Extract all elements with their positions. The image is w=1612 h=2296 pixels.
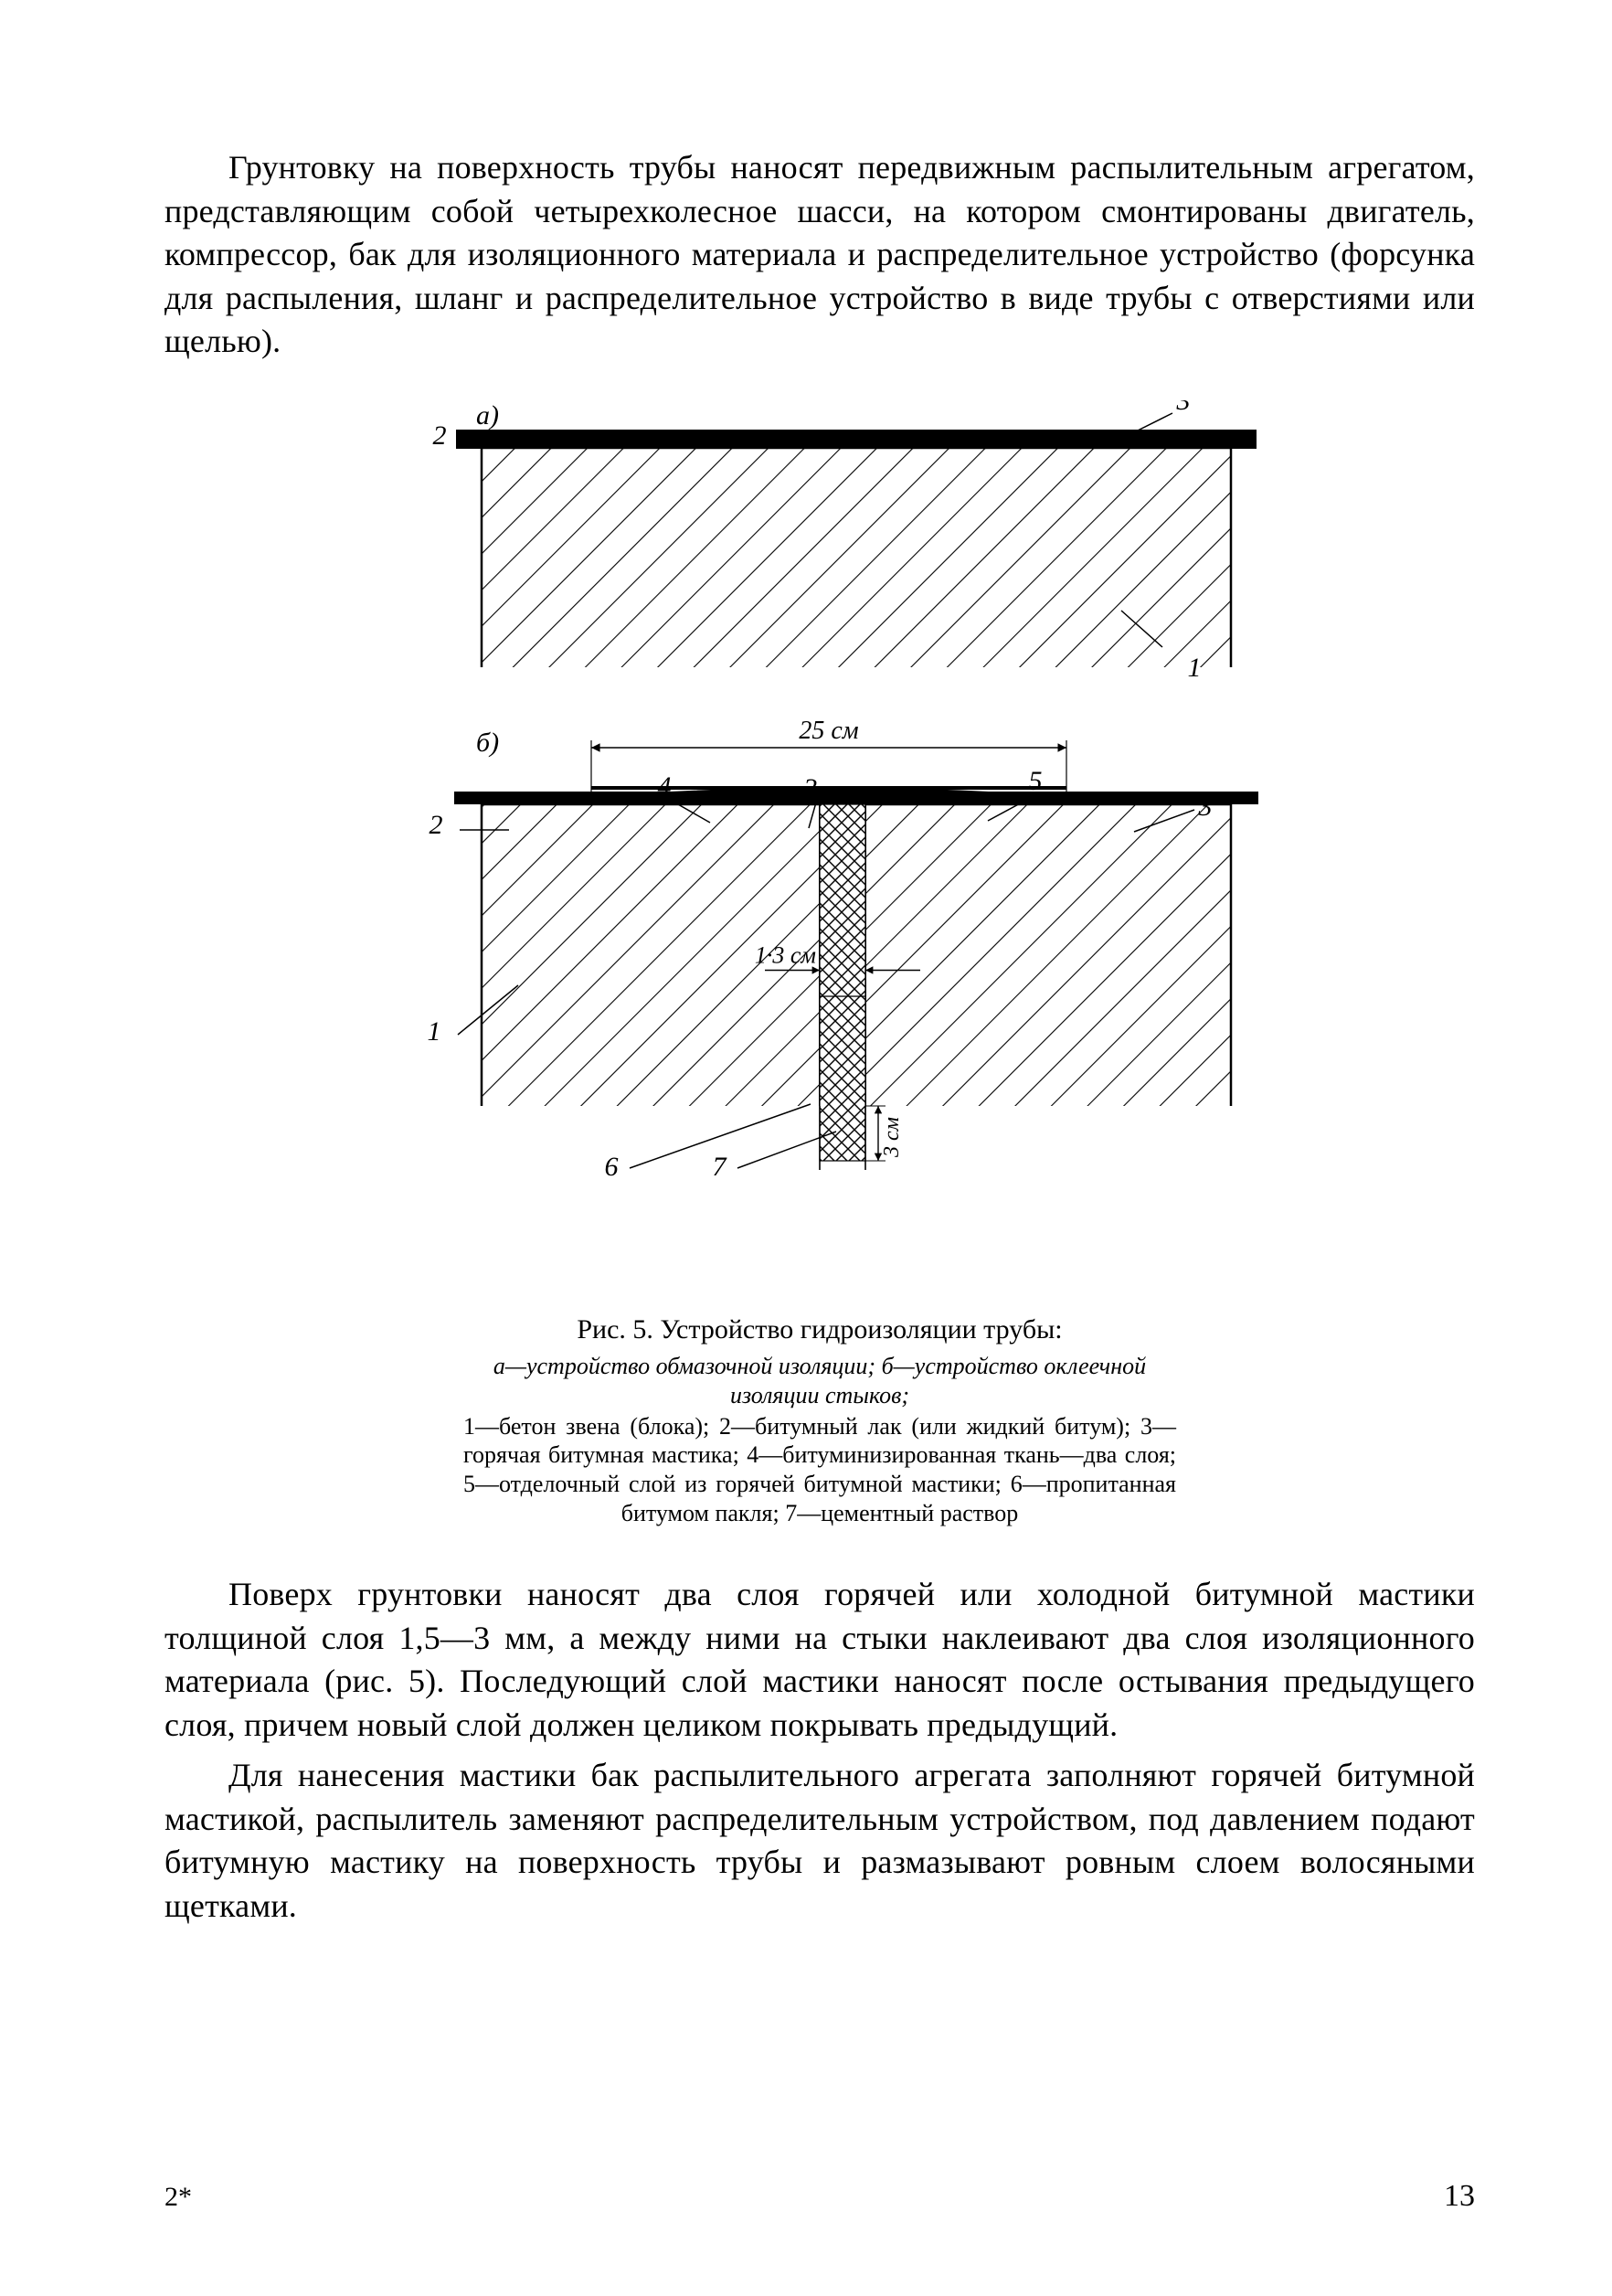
svg-text:3 см: 3 см: [880, 1117, 904, 1158]
svg-text:5: 5: [1029, 766, 1043, 796]
svg-text:25 см: 25 см: [799, 717, 858, 745]
svg-text:2: 2: [430, 810, 443, 840]
svg-text:1: 1: [428, 1016, 441, 1047]
svg-text:б): б): [476, 728, 499, 758]
caption-main: Рис. 5. Устройство гидроизоляции трубы:: [463, 1313, 1176, 1347]
paragraph-1: Грунтовку на поверхность трубы наносят п…: [164, 146, 1475, 364]
svg-text:7: 7: [713, 1152, 728, 1182]
svg-text:а): а): [476, 400, 499, 430]
svg-text:3: 3: [803, 773, 818, 803]
figure-caption: Рис. 5. Устройство гидроизоляции трубы: …: [463, 1313, 1176, 1528]
svg-text:3: 3: [1198, 792, 1213, 822]
sheet-signature: 2*: [164, 2182, 192, 2213]
svg-text:6: 6: [605, 1152, 619, 1182]
svg-text:3: 3: [1176, 400, 1191, 416]
svg-text:2: 2: [433, 420, 447, 451]
svg-text:1·3 см: 1·3 см: [755, 941, 816, 968]
svg-text:4: 4: [658, 771, 672, 802]
caption-sub2: 1—бетон звена (блока); 2—битумный лак (и…: [463, 1412, 1176, 1528]
page-number: 13: [1444, 2179, 1475, 2214]
caption-sub1: а—устройство обмазочной изоляции; б—устр…: [463, 1352, 1176, 1409]
svg-text:1: 1: [1188, 653, 1202, 683]
paragraph-3: Для нанесения мастики бак распылительног…: [164, 1754, 1475, 1928]
figure-5: а) 1 2 3 б) 25 см 1·3 см 3 см 1 2 3 3 4 5 6 7: [164, 400, 1475, 1287]
paragraph-2: Поверх грунтовки наносят два слоя горяче…: [164, 1573, 1475, 1747]
